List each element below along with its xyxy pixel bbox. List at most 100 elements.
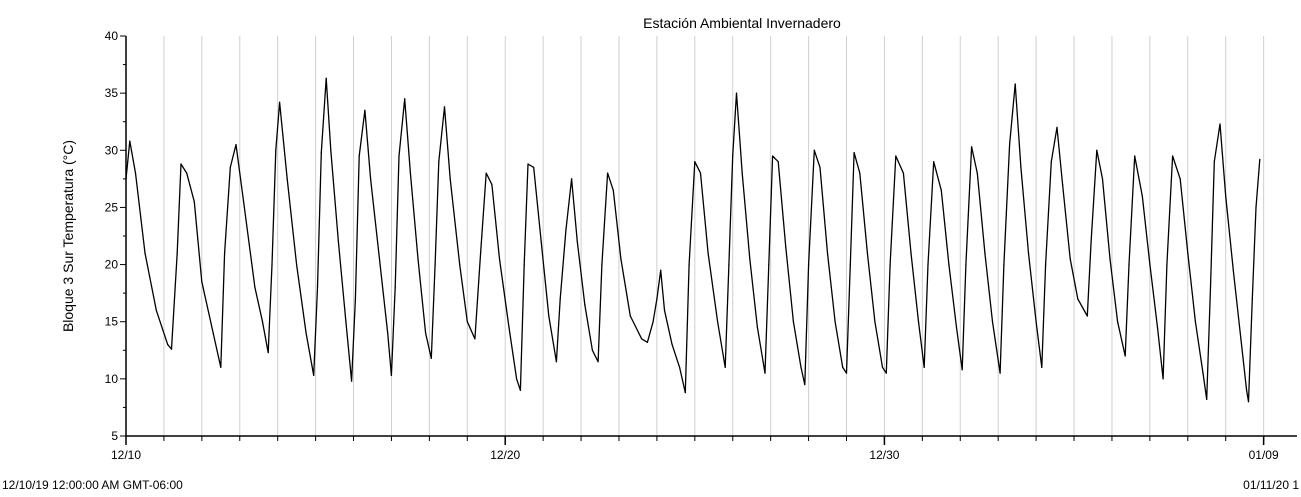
data-point	[296, 264, 298, 266]
data-point	[656, 298, 658, 300]
y-axis-label: Bloque 3 Sur Temperatura (°C)	[60, 140, 76, 332]
data-point	[1251, 298, 1253, 300]
data-point	[519, 389, 522, 391]
data-point	[155, 309, 157, 311]
data-point	[629, 315, 631, 317]
data-point	[1003, 264, 1005, 266]
data-point	[1187, 252, 1189, 254]
x-tick-label: 12/10	[111, 448, 141, 462]
data-point	[523, 264, 525, 266]
series-line	[125, 77, 1261, 403]
data-point	[364, 109, 366, 111]
data-point	[707, 252, 709, 254]
data-point	[254, 286, 256, 288]
data-point	[186, 172, 188, 174]
data-point	[351, 380, 353, 382]
data-point	[866, 252, 869, 254]
data-point	[316, 286, 319, 288]
x-tick-label: 01/09	[1249, 448, 1279, 462]
tick-labels: 5 10 15 20 25 30 35 40 12/10 12/20 12/30 01/09	[105, 29, 1279, 462]
data-point	[620, 258, 622, 260]
data-point	[777, 161, 779, 163]
data-point	[404, 98, 406, 100]
data-point	[434, 264, 436, 266]
data-point	[387, 332, 389, 334]
data-point	[576, 241, 578, 243]
data-point	[1101, 178, 1104, 180]
data-point	[849, 264, 851, 266]
data-point	[641, 338, 643, 340]
data-point	[459, 264, 461, 266]
data-point	[176, 252, 178, 254]
y-tick-label: 30	[105, 143, 119, 157]
data-point	[540, 241, 542, 243]
data-point	[902, 172, 905, 174]
data-point	[201, 281, 203, 283]
data-point	[679, 366, 681, 368]
data-point	[1020, 166, 1022, 168]
data-point	[354, 298, 356, 300]
data-point	[498, 258, 501, 260]
data-point	[859, 172, 861, 174]
y-tick-label: 25	[105, 200, 119, 214]
data-point	[1096, 149, 1098, 151]
data-point	[533, 166, 535, 168]
data-point	[170, 348, 173, 350]
data-point	[1225, 195, 1227, 197]
data-point	[1056, 126, 1058, 128]
data-point	[756, 326, 759, 328]
data-point	[443, 106, 446, 108]
data-point	[571, 178, 573, 180]
chart-title: Estación Ambiental Invernadero	[643, 15, 841, 31]
data-point	[180, 163, 182, 165]
data-point	[480, 252, 482, 254]
data-point	[853, 152, 855, 154]
data-point	[1206, 398, 1208, 400]
x-tick-label: 12/30	[869, 448, 899, 462]
data-point	[1259, 158, 1261, 160]
data-point	[1077, 298, 1079, 300]
data-point	[792, 321, 795, 323]
data-point	[601, 264, 603, 266]
data-point	[1027, 252, 1030, 254]
data-point	[660, 269, 662, 271]
data-point	[261, 321, 264, 323]
data-point	[785, 246, 787, 248]
data-point	[652, 321, 654, 323]
data-point	[764, 372, 766, 374]
y-tick-label: 40	[105, 29, 119, 43]
data-point	[976, 172, 978, 174]
data-point	[1041, 366, 1043, 368]
data-point	[732, 155, 734, 157]
data-point	[129, 140, 131, 142]
data-point	[885, 372, 887, 374]
data-point	[1009, 144, 1011, 146]
data-point	[1247, 401, 1250, 403]
y-tick-label: 10	[105, 372, 119, 386]
data-point	[193, 201, 195, 203]
data-point	[1209, 286, 1212, 288]
data-point	[235, 144, 237, 146]
data-point	[555, 361, 558, 363]
data-point	[1156, 326, 1159, 328]
data-point	[212, 332, 214, 334]
data-point	[971, 146, 973, 148]
data-point	[889, 264, 891, 266]
data-point	[1141, 195, 1143, 197]
data-point	[271, 264, 273, 266]
data-point	[965, 264, 967, 266]
data-point	[325, 77, 327, 79]
data-point	[1213, 161, 1215, 163]
data-point	[991, 321, 994, 323]
data-point	[881, 366, 884, 368]
data-point	[1062, 184, 1064, 186]
data-point	[961, 369, 963, 371]
data-point	[1149, 264, 1151, 266]
data-point	[1117, 321, 1119, 323]
data-point	[430, 357, 432, 359]
data-point	[591, 349, 594, 351]
data-point	[1109, 258, 1111, 260]
data-point	[735, 92, 738, 94]
data-point	[663, 309, 666, 311]
